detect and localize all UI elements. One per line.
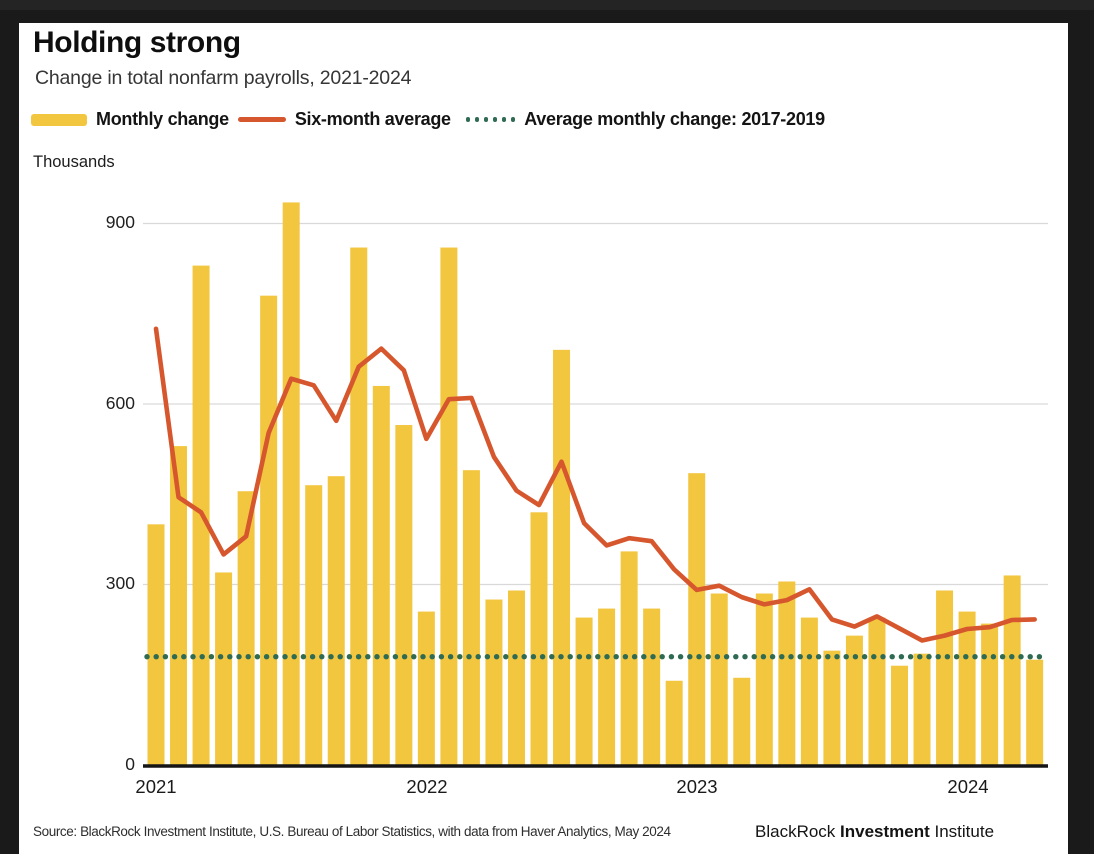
y-tick-600: 600	[105, 393, 135, 413]
brand-wordmark: BlackRock Investment Institute	[755, 822, 995, 841]
six-month-average-swatch-icon	[237, 117, 286, 122]
legend-label-six-month-average: Six-month average	[294, 109, 451, 129]
source-attribution: Source: BlackRock Investment Institute, …	[33, 824, 671, 839]
window-top-edge	[0, 0, 1094, 10]
legend: Monthly change Six-month average Average…	[31, 109, 825, 130]
legend-label-monthly-change: Monthly change	[96, 109, 229, 129]
x-tick-2023: 2023	[676, 776, 718, 797]
chart-title: Holding strong	[33, 26, 241, 59]
legend-label-average-2017-2019: Average monthly change: 2017-2019	[524, 109, 825, 129]
y-tick-900: 900	[105, 212, 135, 232]
monthly-change-swatch-icon	[31, 113, 87, 126]
x-tick-2021: 2021	[135, 776, 177, 797]
chart-subtitle: Change in total nonfarm payrolls, 2021-2…	[35, 67, 412, 89]
x-tick-2024: 2024	[947, 776, 989, 797]
dotted-average-swatch-icon	[465, 117, 516, 122]
y-axis-unit-label: Thousands	[33, 153, 115, 171]
y-tick-300: 300	[105, 573, 135, 593]
x-tick-2022: 2022	[406, 776, 448, 797]
y-tick-0: 0	[125, 754, 135, 774]
